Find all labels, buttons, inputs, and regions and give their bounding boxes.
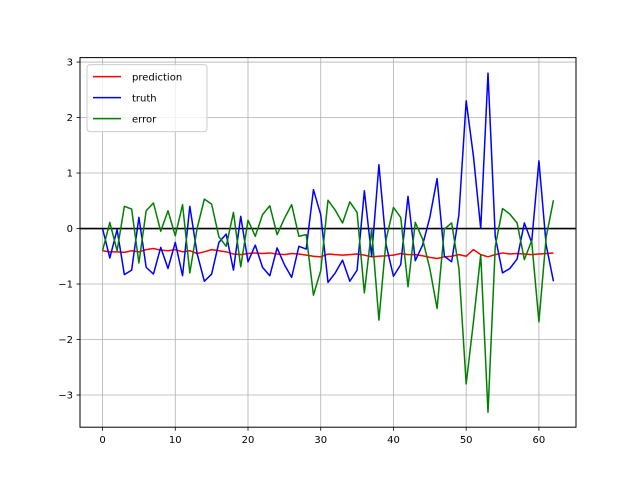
legend-box xyxy=(86,64,208,133)
legend: prediction truth error xyxy=(86,64,208,133)
y-tick-label: 2 xyxy=(67,113,73,124)
series-layer xyxy=(101,72,555,413)
y-axis: −3 −2 −1 0 1 2 3 xyxy=(58,58,80,402)
y-tick-label: −1 xyxy=(58,280,73,291)
x-tick-label: 60 xyxy=(533,435,546,446)
x-tick-label: 20 xyxy=(242,435,255,446)
y-tick-label: 1 xyxy=(67,169,73,180)
x-tick-label: 0 xyxy=(99,435,105,446)
legend-label-error: error xyxy=(132,115,157,126)
x-tick-label: 40 xyxy=(387,435,400,446)
y-tick-label: −2 xyxy=(58,335,73,346)
series-line-truth xyxy=(101,72,555,284)
plot-frame xyxy=(79,57,577,428)
x-tick-label: 50 xyxy=(460,435,473,446)
series-line-error xyxy=(101,198,555,413)
y-tick-label: −3 xyxy=(58,391,73,402)
y-tick-label: 3 xyxy=(67,58,73,69)
legend-label-truth: truth xyxy=(132,94,157,105)
x-tick-label: 30 xyxy=(314,435,327,446)
legend-label-prediction: prediction xyxy=(132,73,182,84)
y-tick-label: 0 xyxy=(67,224,73,235)
x-axis: 0 10 20 30 40 50 60 xyxy=(99,427,545,446)
x-tick-label: 10 xyxy=(169,435,182,446)
